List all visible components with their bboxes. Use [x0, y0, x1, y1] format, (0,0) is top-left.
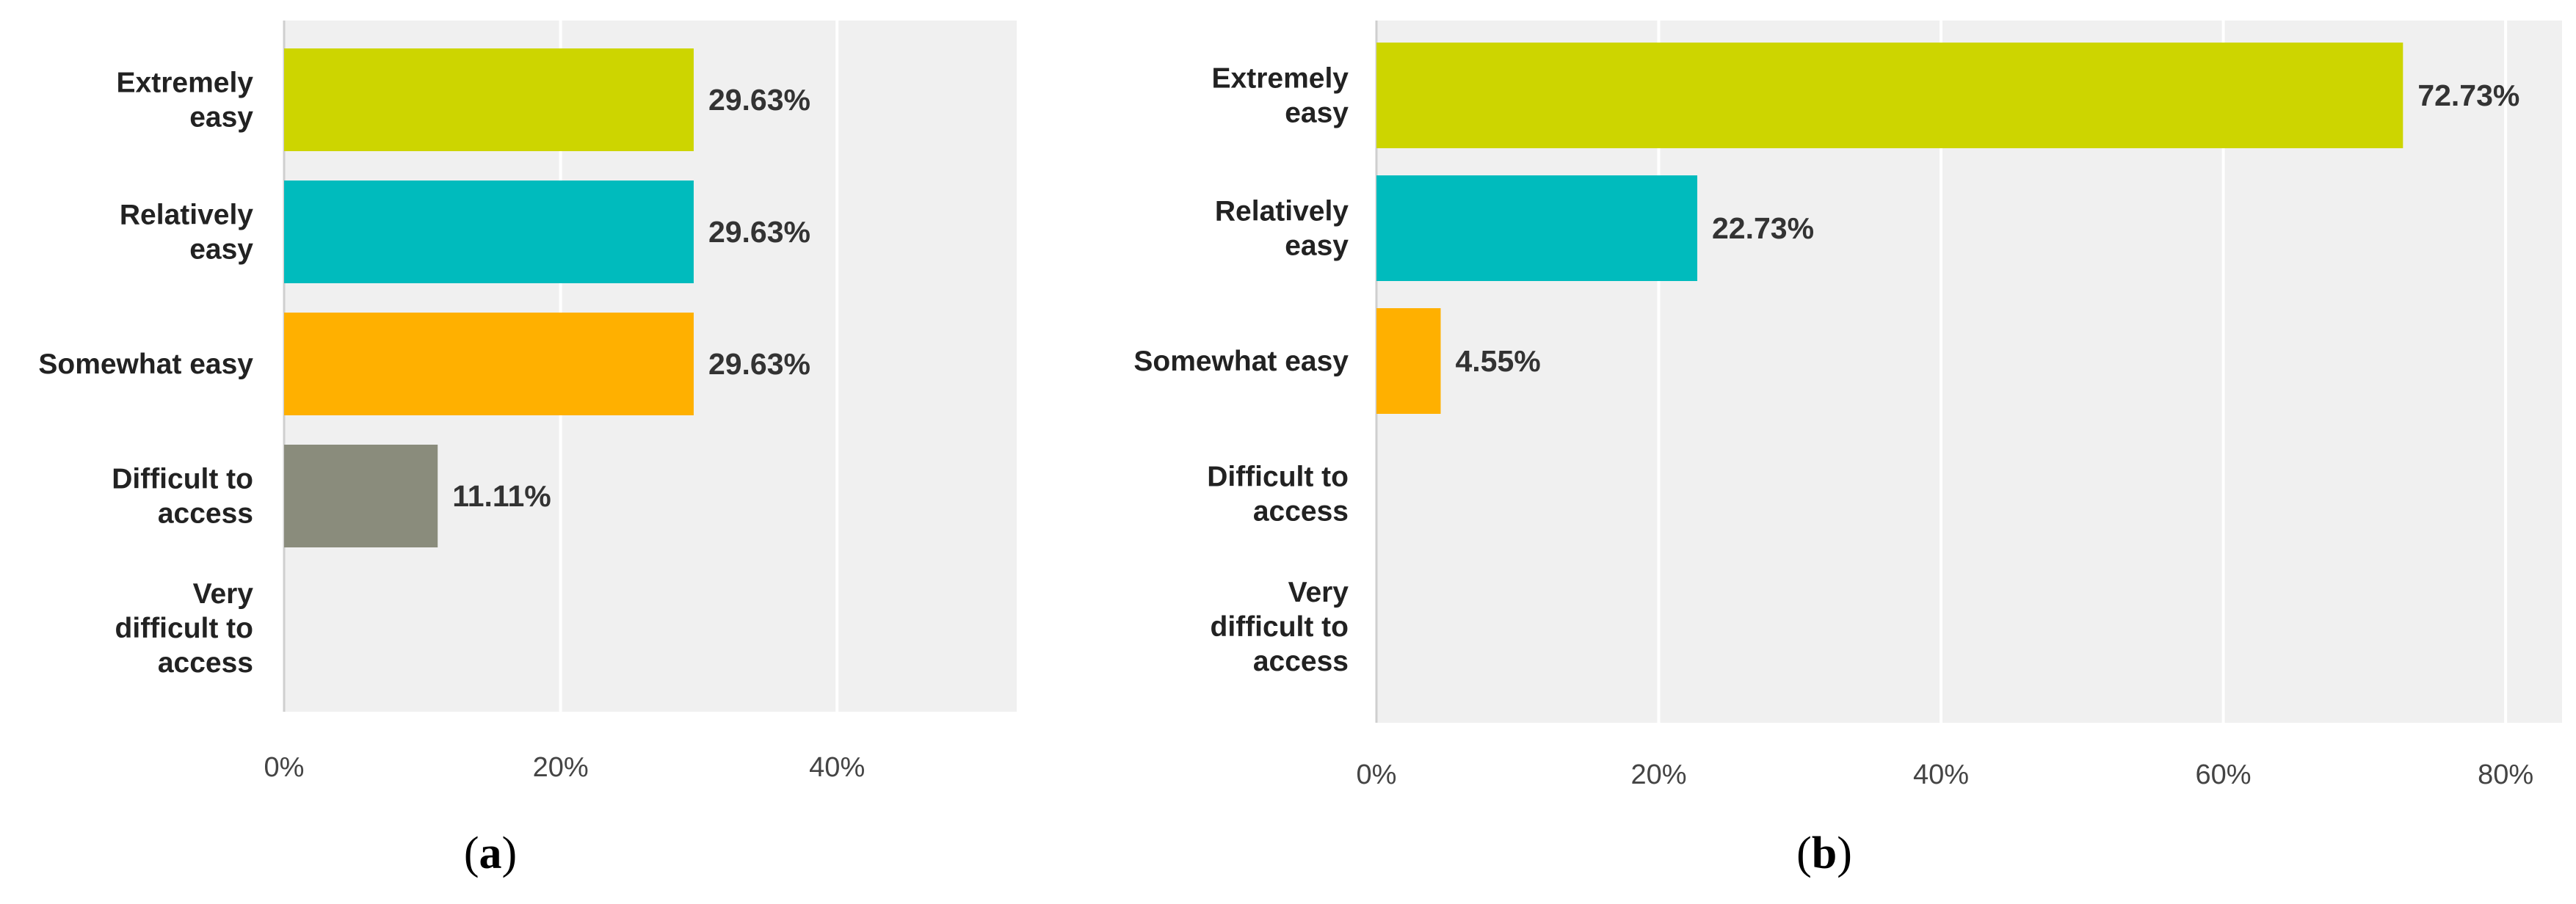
tick-label-b-0: 0% [1357, 759, 1397, 790]
category-label-line-b-extremely-easy-0: Extremely [1212, 63, 1349, 95]
category-label-line-b-very-difficult-to-access-1: difficult to [1211, 611, 1349, 643]
tick-label-a-2: 40% [809, 752, 865, 783]
bar-a-relatively-easy [284, 181, 694, 283]
panel-label-a-close: ) [502, 828, 518, 878]
category-label-a-difficult-to-access: Difficult to access [112, 464, 253, 530]
tick-label-a-1: 20% [533, 752, 589, 783]
category-label-line-a-extremely-easy-0: Extremely [117, 68, 254, 99]
tick-label-b-2: 40% [1913, 759, 1969, 790]
category-label-line-a-extremely-easy-1: easy [189, 102, 253, 134]
category-label-line-b-difficult-to-access-1: access [1253, 496, 1349, 528]
category-label-line-a-very-difficult-to-access-2: access [158, 647, 253, 679]
panel-label-b-open: ( [1796, 828, 1812, 878]
category-label-b-extremely-easy: Extremely easy [1212, 63, 1349, 129]
bar-b-extremely-easy [1376, 43, 2403, 148]
category-label-b-somewhat-easy: Somewhat easy [1133, 346, 1349, 377]
category-label-line-a-relatively-easy-0: Relatively [120, 200, 253, 231]
value-label-b-relatively-easy: 22.73% [1712, 211, 1814, 245]
panel-label-a-open: ( [464, 828, 479, 878]
category-label-b-difficult-to-access: Difficult to access [1207, 462, 1349, 528]
value-label-a-somewhat-easy: 29.63% [708, 347, 810, 381]
category-label-line-b-somewhat-easy-0: Somewhat easy [1133, 346, 1349, 377]
category-label-b-very-difficult-to-access: Very difficult to access [1211, 577, 1349, 677]
tick-label-b-4: 80% [2478, 759, 2533, 790]
category-label-line-b-very-difficult-to-access-2: access [1253, 646, 1349, 677]
category-label-line-b-very-difficult-to-access-0: Very [1288, 577, 1349, 608]
category-label-line-a-very-difficult-to-access-0: Very [193, 578, 254, 610]
value-label-a-difficult-to-access: 11.11% [452, 479, 551, 513]
value-label-a-extremely-easy: 29.63% [708, 83, 810, 117]
bar-a-somewhat-easy [284, 313, 694, 415]
category-label-line-b-extremely-easy-1: easy [1285, 98, 1349, 129]
value-label-b-somewhat-easy: 4.55% [1455, 344, 1540, 378]
tick-label-a-0: 0% [264, 752, 305, 783]
category-label-line-b-relatively-easy-1: easy [1285, 230, 1349, 262]
category-label-line-b-relatively-easy-0: Relatively [1215, 196, 1349, 227]
value-label-a-relatively-easy: 29.63% [708, 215, 810, 249]
bar-a-extremely-easy [284, 48, 694, 151]
panel-label-a-letter: a [479, 828, 502, 878]
panel-label-b-close: ) [1837, 828, 1852, 878]
category-label-a-extremely-easy: Extremely easy [117, 68, 254, 134]
panel-label-a: (a) [464, 828, 517, 878]
category-label-a-relatively-easy: Relatively easy [120, 200, 253, 266]
panel-label-b: (b) [1796, 828, 1852, 878]
bar-b-somewhat-easy [1376, 308, 1441, 414]
category-label-line-a-somewhat-easy-0: Somewhat easy [38, 349, 253, 380]
category-label-line-a-difficult-to-access-0: Difficult to [112, 464, 253, 495]
value-label-b-extremely-easy: 72.73% [2417, 79, 2519, 112]
category-label-line-a-relatively-easy-1: easy [189, 234, 253, 266]
tick-label-b-3: 60% [2196, 759, 2252, 790]
bar-b-relatively-easy [1376, 175, 1698, 281]
category-label-line-b-difficult-to-access-0: Difficult to [1207, 462, 1349, 493]
category-label-line-a-difficult-to-access-1: access [158, 498, 253, 530]
bar-a-difficult-to-access [284, 445, 438, 547]
category-label-b-relatively-easy: Relatively easy [1215, 196, 1349, 262]
category-label-line-a-very-difficult-to-access-1: difficult to [115, 613, 253, 644]
panel-label-b-letter: b [1812, 828, 1837, 878]
category-label-a-somewhat-easy: Somewhat easy [38, 349, 253, 380]
category-label-a-very-difficult-to-access: Very difficult to access [115, 578, 254, 679]
tick-label-b-1: 20% [1630, 759, 1686, 790]
